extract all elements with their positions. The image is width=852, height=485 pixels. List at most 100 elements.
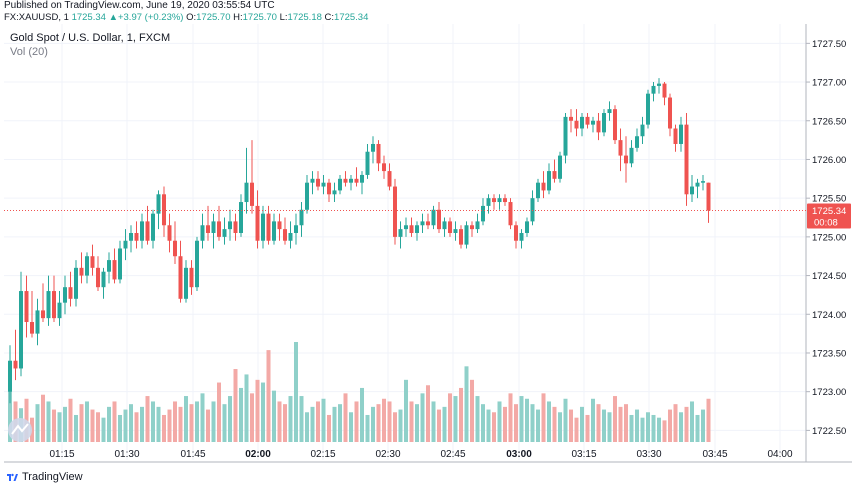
- candle-body: [211, 221, 216, 233]
- candle-body: [63, 287, 67, 303]
- candle-body: [195, 240, 199, 288]
- volume-bar: [57, 412, 62, 442]
- candle-body: [30, 322, 34, 334]
- volume-bar: [90, 409, 95, 442]
- volume-bar: [354, 401, 359, 442]
- candle-body: [640, 124, 645, 137]
- y-tick-label: 1725.00: [812, 232, 846, 243]
- candle-body: [607, 109, 612, 114]
- volume-bar: [387, 401, 392, 442]
- volume-bar: [470, 379, 474, 442]
- candle-body: [596, 120, 601, 133]
- volume-bar: [101, 417, 106, 442]
- candle-body: [228, 221, 232, 230]
- volume-bar: [140, 406, 144, 442]
- volume-bar: [156, 406, 161, 442]
- volume-bar: [167, 409, 172, 442]
- low-value: 1725.18: [287, 12, 322, 23]
- volume-bar: [112, 401, 117, 442]
- candle-body: [679, 124, 683, 144]
- high-label: H:: [233, 12, 243, 23]
- candle-body: [376, 143, 381, 164]
- volume-bar: [178, 406, 183, 442]
- candle-body: [519, 233, 524, 241]
- volume-bar: [492, 412, 496, 442]
- candle-body: [277, 221, 282, 230]
- volume-bar: [30, 417, 34, 442]
- y-tick-label: 1726.50: [812, 116, 846, 127]
- candle-body: [327, 182, 331, 195]
- candle-body: [646, 93, 650, 125]
- candle-body: [79, 267, 84, 276]
- volume-bar: [261, 382, 265, 442]
- volume-bar: [684, 406, 689, 442]
- candle-body: [178, 256, 183, 299]
- volume-bar: [283, 404, 287, 442]
- volume-bar: [277, 401, 282, 442]
- candle-body: [288, 233, 293, 241]
- tv-watermark-glyph: [11, 423, 29, 435]
- candle-body: [184, 267, 188, 299]
- volume-bar: [409, 401, 414, 442]
- candle-body: [134, 233, 139, 241]
- price-chart[interactable]: 1722.50 1723.00 1723.50 1724.00 1724.50 1725.…: [0, 0, 852, 470]
- volume-bar: [646, 412, 650, 442]
- pane-title: Gold Spot / U.S. Dollar, 1, FXCM: [10, 32, 171, 44]
- volume-bar: [360, 387, 364, 442]
- volume-bar: [35, 404, 40, 442]
- volume-bar: [239, 387, 243, 442]
- volume-bar: [547, 401, 551, 442]
- volume-label: Vol (20): [10, 46, 48, 58]
- tradingview-footer[interactable]: TradingView: [6, 470, 83, 484]
- candle-body: [415, 225, 419, 233]
- x-tick-label: 01:15: [49, 449, 74, 460]
- volume-bar: [481, 404, 485, 442]
- candle-body: [200, 225, 205, 241]
- candle-body: [123, 240, 128, 249]
- candle-body: [332, 190, 337, 195]
- volume-bar: [629, 414, 634, 442]
- volume-bar: [365, 414, 370, 442]
- volume-bar: [316, 401, 320, 442]
- volume-bar: [464, 366, 469, 442]
- volume-bar: [420, 393, 425, 442]
- volume-bar: [52, 409, 56, 442]
- candle-body: [112, 260, 117, 280]
- candle-body: [453, 229, 458, 233]
- x-tick-label: 02:15: [310, 449, 335, 460]
- candle-body: [162, 194, 166, 226]
- volume-bar: [134, 412, 139, 442]
- volume-bar: [41, 394, 45, 442]
- volume-bar: [222, 404, 227, 442]
- volume-bar: [321, 398, 326, 442]
- candle-body: [569, 116, 573, 121]
- candle-body: [393, 186, 397, 237]
- x-tick-label: 03:45: [702, 449, 727, 460]
- volume-bar: [162, 414, 166, 442]
- volume-bar: [437, 409, 441, 442]
- volume-bar: [426, 385, 430, 442]
- volume-bar: [244, 374, 249, 442]
- candle-body: [189, 267, 194, 288]
- volume-bar: [255, 379, 260, 442]
- volume-bar: [525, 398, 529, 442]
- volume-bar: [288, 396, 293, 442]
- low-label: L:: [279, 12, 288, 23]
- candle-body: [662, 83, 667, 98]
- candle-body: [629, 147, 634, 164]
- candle-body: [492, 198, 496, 203]
- candle-body: [668, 97, 672, 129]
- candle-body: [486, 198, 491, 206]
- volume-bar: [558, 412, 562, 442]
- candle-body: [552, 171, 557, 179]
- volume-bar: [651, 414, 656, 442]
- volume-bar: [431, 401, 436, 442]
- volume-bar: [536, 409, 540, 442]
- candle-body: [464, 225, 469, 245]
- candle-body: [563, 116, 568, 156]
- volume-bar: [706, 398, 711, 442]
- volume-bar: [200, 393, 205, 442]
- volume-bar: [673, 404, 678, 442]
- volume-bar: [486, 409, 491, 442]
- volume-bar: [233, 369, 238, 442]
